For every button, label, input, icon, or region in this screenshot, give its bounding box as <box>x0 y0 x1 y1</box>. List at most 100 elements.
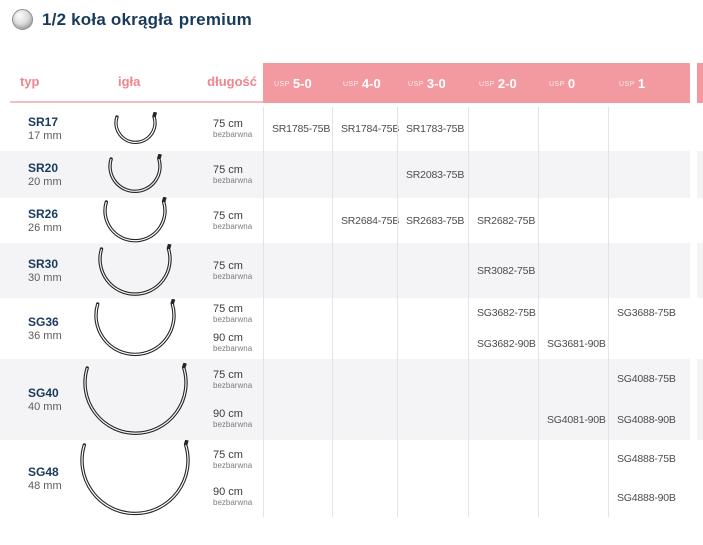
codes-columns: SR2684-75B SR2683-75B SR2682-75B <box>263 198 690 243</box>
needle-type-code: SR26 <box>28 206 59 221</box>
product-code: SR2684-75B <box>341 214 400 227</box>
length-value: 90 cm <box>213 485 243 498</box>
half-circle-needle-icon <box>82 362 188 435</box>
product-code: SR2682-75B <box>477 214 536 227</box>
edge-seg-row <box>697 359 703 440</box>
needle-size-mm: 30 mm <box>28 271 62 284</box>
needle-type: SR30 30 mm <box>28 257 62 285</box>
usp-code-cell <box>332 243 397 298</box>
usp-code-cell <box>332 440 397 517</box>
table-row: SR20 20 mm 75 cm bezbarwna SR2083-75B <box>0 151 690 198</box>
codes-columns: SR3082-75B <box>263 243 690 298</box>
product-code: SG4888-90B <box>617 491 676 504</box>
table-row: SG48 48 mm 75 cm bezbarwna 90 cm bezbarw… <box>0 440 690 517</box>
product-code: SG3688-75B <box>617 307 676 320</box>
codes-columns: SR1785-75B SR1784-75B SR1783-75B <box>263 107 690 151</box>
needle-type-code: SG40 <box>28 385 59 400</box>
length-entry: 75 cm bezbarwna <box>213 300 263 329</box>
usp-code-cell: SG3688-75B <box>608 298 690 359</box>
product-code <box>539 151 608 198</box>
needle-size-mm: 48 mm <box>28 479 62 492</box>
usp-code-cell <box>397 243 468 298</box>
length-column: 75 cm bezbarwna 90 cm bezbarwna <box>213 361 263 438</box>
usp-code-cell <box>608 243 690 298</box>
product-code <box>469 151 538 198</box>
usp-size-label: 2-0 <box>497 75 517 91</box>
page-title: 1/2 koła okrągła premium <box>12 9 252 30</box>
product-code <box>398 479 468 518</box>
product-code <box>469 400 538 441</box>
usp-column-header: USP 4-0 <box>332 63 397 103</box>
usp-code-cell <box>332 151 397 198</box>
needle-material-icon <box>12 9 33 30</box>
edge-seg-gap <box>697 103 703 107</box>
header-underline <box>10 101 263 103</box>
needle-type: SR17 17 mm <box>28 115 62 143</box>
product-code <box>609 198 690 243</box>
needle-size-mm: 36 mm <box>28 329 62 342</box>
product-code <box>264 151 332 198</box>
product-code <box>333 400 397 441</box>
product-code <box>264 243 332 298</box>
length-value: 75 cm <box>213 303 243 316</box>
product-code <box>333 329 397 360</box>
length-entry: 90 cm bezbarwna <box>213 479 263 516</box>
product-code <box>333 298 397 329</box>
usp-code-cell <box>263 298 332 359</box>
needle-type-code: SR30 <box>28 256 59 271</box>
product-code <box>264 329 332 360</box>
product-code: SG3682-75B <box>477 307 536 320</box>
thread-color-note: bezbarwna <box>213 175 253 185</box>
product-code <box>469 107 538 151</box>
needle-type: SR20 20 mm <box>28 161 62 189</box>
product-code <box>264 298 332 329</box>
length-value: 75 cm <box>213 369 243 382</box>
title-main: 1/2 koła okrągła <box>42 9 173 29</box>
needle-size-mm: 40 mm <box>28 400 62 413</box>
usp-code-cell <box>468 440 538 517</box>
length-value: 75 cm <box>213 259 243 272</box>
usp-code-cell: SR3082-75B <box>468 243 538 298</box>
usp-column-header: USP 2-0 <box>468 63 538 103</box>
product-code <box>264 198 332 243</box>
product-code <box>609 107 690 151</box>
half-circle-needle-icon <box>113 112 157 145</box>
product-code <box>539 107 608 151</box>
usp-header-band: USP 5-0 USP 4-0 USP 3-0 USP 2-0 USP 0 USP 1 <box>263 63 690 103</box>
usp-code-cell <box>538 243 608 298</box>
usp-code-cell: SG4088-75B SG4088-90B <box>608 359 690 440</box>
usp-code-cell: SR2684-75B <box>332 198 400 243</box>
codes-columns: SG4888-75B SG4888-90B <box>263 440 690 517</box>
needle-type-code: SG36 <box>28 314 59 329</box>
product-code <box>609 329 690 360</box>
needle-image <box>75 151 195 198</box>
needle-image <box>75 440 195 517</box>
edge-seg-row <box>697 298 703 359</box>
edge-seg-row <box>697 243 703 298</box>
length-column: 75 cm bezbarwna <box>213 109 263 149</box>
usp-code-cell <box>468 359 538 440</box>
codes-columns: SR2083-75B <box>263 151 690 198</box>
thread-color-note: bezbarwna <box>213 497 253 507</box>
product-code <box>539 298 608 329</box>
product-code: SG4888-75B <box>617 453 676 466</box>
product-code: SR1785-75B <box>272 123 331 135</box>
usp-code-cell <box>397 359 468 440</box>
product-code <box>333 151 397 198</box>
usp-code-cell <box>608 198 690 243</box>
needle-type: SG40 40 mm <box>28 386 62 414</box>
usp-column-header: USP 0 <box>538 63 608 103</box>
half-circle-needle-icon <box>98 243 172 296</box>
product-code: SR1783-75B <box>406 123 465 135</box>
thread-color-note: bezbarwna <box>213 315 253 325</box>
product-code <box>539 440 608 479</box>
product-code <box>609 243 690 298</box>
needle-type: SR26 26 mm <box>28 207 62 235</box>
product-code <box>469 479 538 518</box>
thread-color-note: bezbarwna <box>213 381 253 391</box>
half-circle-needle-icon <box>108 154 162 193</box>
thread-color-note: bezbarwna <box>213 221 253 231</box>
needle-image <box>75 298 195 359</box>
thread-color-note: bezbarwna <box>213 419 253 429</box>
